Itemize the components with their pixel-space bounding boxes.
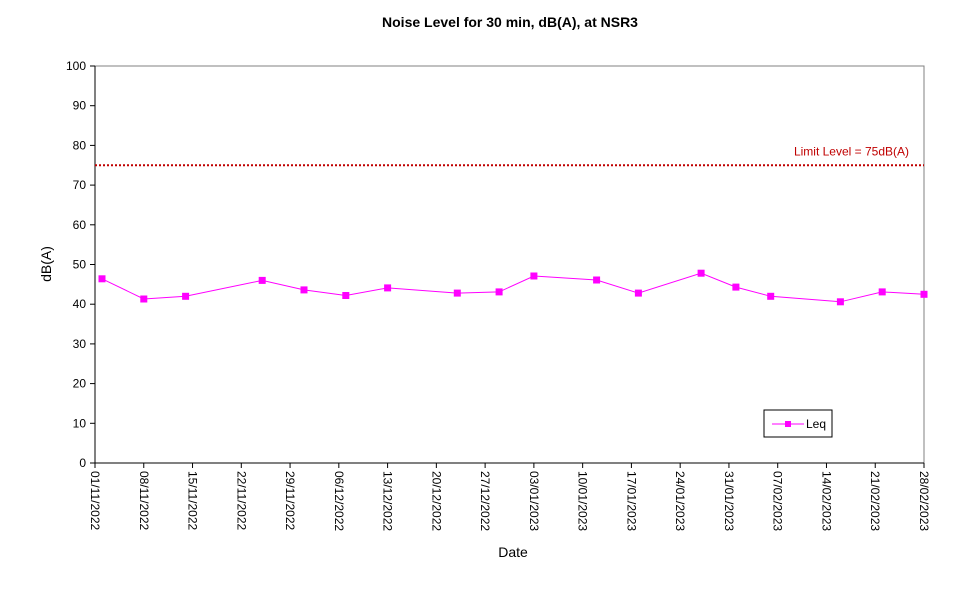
x-tick-label: 28/02/2023	[917, 471, 931, 531]
data-point	[593, 276, 601, 284]
legend: Leq	[763, 409, 833, 438]
x-tick-label: 07/02/2023	[771, 471, 785, 531]
x-tick-label: 10/01/2023	[576, 471, 590, 531]
y-tick-label: 20	[73, 377, 87, 391]
y-tick-label: 40	[73, 297, 87, 311]
x-tick-label: 15/11/2022	[186, 471, 200, 530]
limit-label: Limit Level = 75dB(A)	[794, 144, 909, 158]
data-point	[634, 289, 642, 297]
y-tick-label: 80	[73, 138, 87, 152]
data-point	[258, 276, 266, 284]
limit-line-group: Limit Level = 75dB(A)	[95, 144, 924, 167]
y-tick-label: 90	[73, 99, 87, 113]
legend-label-leq: Leq	[806, 417, 826, 431]
data-point	[767, 292, 775, 300]
data-point	[98, 275, 106, 283]
plot-area	[94, 65, 925, 464]
x-tick-label: 13/12/2022	[381, 471, 395, 531]
x-tick-label: 29/11/2022	[283, 471, 297, 530]
x-tick-label: 17/01/2023	[624, 471, 638, 531]
data-point	[140, 295, 148, 303]
chart-title: Noise Level for 30 min, dB(A), at NSR3	[382, 14, 638, 30]
series-group	[98, 269, 928, 306]
data-point	[732, 283, 740, 291]
data-point	[836, 298, 844, 306]
data-point	[300, 286, 308, 294]
y-tick-label: 10	[73, 416, 87, 430]
x-tick-label: 03/01/2023	[527, 471, 541, 531]
data-point	[495, 288, 503, 296]
x-tick-label: 21/02/2023	[868, 471, 882, 531]
x-tick-label: 20/12/2022	[429, 471, 443, 531]
legend-marker	[785, 421, 791, 427]
x-tick-label: 08/11/2022	[137, 471, 151, 530]
data-point	[697, 269, 705, 277]
data-point	[453, 289, 461, 297]
x-tick-label: 06/12/2022	[332, 471, 346, 531]
series-line-leq	[101, 272, 925, 303]
data-point	[182, 292, 190, 300]
x-tick-label: 27/12/2022	[478, 471, 492, 531]
y-tick-label: 0	[79, 456, 86, 470]
x-tick-label: 01/11/2022	[88, 471, 102, 530]
data-point	[384, 284, 392, 292]
y-tick-label: 60	[73, 218, 87, 232]
x-axis-label: Date	[498, 544, 528, 560]
y-axis-label: dB(A)	[38, 246, 54, 282]
data-point	[920, 290, 928, 298]
x-tick-label: 22/11/2022	[234, 471, 248, 530]
y-tick-label: 100	[66, 59, 86, 73]
y-tick-label: 70	[73, 178, 87, 192]
data-point	[342, 292, 350, 299]
x-tick-label: 24/01/2023	[673, 471, 687, 531]
y-axis: 0 10 20 30 40 50 60 70 80 90 100	[66, 59, 96, 470]
y-tick-label: 30	[73, 337, 87, 351]
x-tick-label: 31/01/2023	[722, 471, 736, 531]
data-point	[530, 272, 538, 280]
x-axis: 01/11/2022 08/11/2022 15/11/2022 22/11/2022…	[88, 462, 931, 531]
y-tick-label: 50	[73, 258, 87, 272]
data-point	[878, 288, 886, 296]
x-tick-label: 14/02/2023	[819, 471, 833, 531]
